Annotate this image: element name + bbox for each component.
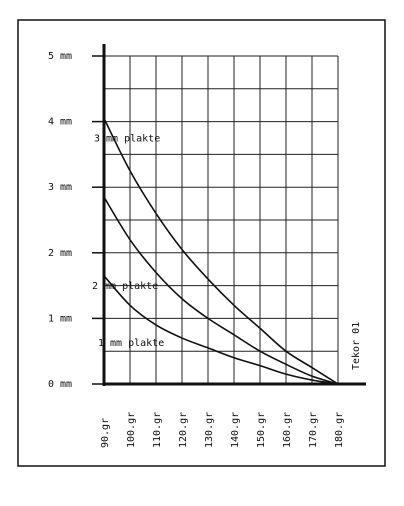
y-tick-label: 0 mm xyxy=(48,379,72,390)
y-tick-labels: 0 mm 1 mm 2 mm 3 mm 4 mm 5 mm xyxy=(48,51,104,390)
x-tick-label: 180.gr xyxy=(334,412,345,448)
y-tick-label: 1 mm xyxy=(48,313,72,324)
x-tick-label: 120.gr xyxy=(178,412,189,448)
annotation-text: Tekor 01 xyxy=(351,322,362,370)
series-lines xyxy=(103,117,339,385)
series-line xyxy=(103,196,339,385)
y-tick-label: 4 mm xyxy=(48,117,72,128)
x-tick-label: 130.gr xyxy=(204,412,215,448)
x-tick-label: 100.gr xyxy=(126,412,137,448)
y-tick-label: 3 mm xyxy=(48,182,72,193)
x-tick-label: 110.gr xyxy=(152,412,163,448)
x-tick-label: 150.gr xyxy=(256,412,267,448)
x-tick-label: 170.gr xyxy=(308,412,319,448)
x-tick-labels: 90.gr 100.gr 110.gr 120.gr 130.gr 140.gr 150.g… xyxy=(100,412,345,448)
y-tick-label: 2 mm xyxy=(48,248,72,259)
series-labels: 3 mm plakte 2 mm plakte 1 mm plakte xyxy=(92,133,164,349)
series-line xyxy=(103,275,339,385)
x-tick-label: 90.gr xyxy=(100,418,111,448)
axes xyxy=(102,44,366,386)
x-tick-label: 160.gr xyxy=(282,412,293,448)
y-tick-label: 5 mm xyxy=(48,51,72,62)
grid-lines xyxy=(103,55,339,385)
x-tick-label: 140.gr xyxy=(230,412,241,448)
series-label: 1 mm plakte xyxy=(98,338,164,349)
series-label: 2 mm plakte xyxy=(92,281,158,292)
series-label: 3 mm plakte xyxy=(94,133,160,144)
series-line xyxy=(103,117,339,385)
chart-frame xyxy=(17,19,386,467)
